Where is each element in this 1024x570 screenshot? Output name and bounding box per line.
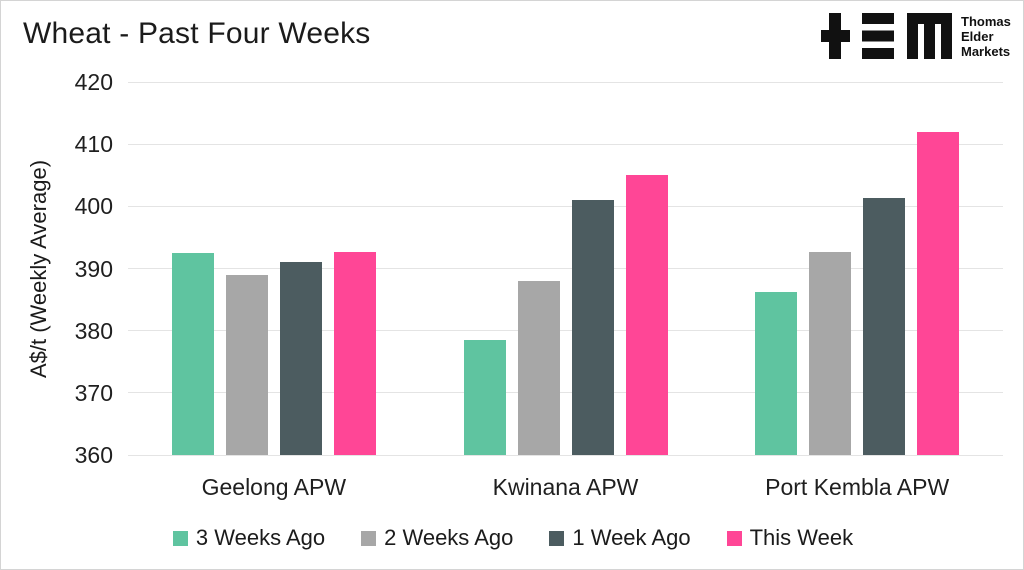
gridline bbox=[128, 205, 1003, 207]
legend-swatch bbox=[726, 530, 742, 546]
thomas-elder-markets-logo: Thomas Elder Markets bbox=[821, 13, 1011, 59]
bar bbox=[755, 291, 798, 455]
y-tick-label: 360 bbox=[74, 442, 113, 468]
gridline bbox=[128, 81, 1003, 83]
y-tick-label: 410 bbox=[74, 131, 113, 158]
bar bbox=[463, 340, 506, 455]
bar bbox=[333, 251, 376, 455]
legend-label: 2 Weeks Ago bbox=[384, 525, 514, 550]
legend-swatch bbox=[549, 530, 565, 546]
gridline bbox=[128, 454, 1003, 456]
x-category-label: Geelong APW bbox=[201, 474, 347, 500]
bar bbox=[571, 200, 614, 455]
legend-item: 2 Weeks Ago bbox=[361, 525, 513, 551]
plot-area bbox=[128, 81, 1003, 456]
y-tick-label: 420 bbox=[74, 69, 113, 95]
bar bbox=[863, 198, 906, 455]
y-tick-label: 400 bbox=[74, 193, 113, 220]
bar bbox=[171, 252, 214, 455]
x-category-label: Port Kembla APW bbox=[765, 474, 950, 500]
gridline bbox=[128, 392, 1003, 394]
logo-wordmark: Thomas Elder Markets bbox=[961, 14, 1011, 59]
gridline bbox=[128, 143, 1003, 145]
gridline bbox=[128, 268, 1003, 269]
legend-label: 1 Week Ago bbox=[572, 525, 691, 550]
tem-monogram-icon bbox=[821, 13, 952, 59]
legend-label: This Week bbox=[749, 525, 854, 550]
legend-item: 1 Week Ago bbox=[549, 525, 691, 551]
bar bbox=[625, 175, 668, 455]
x-category-label: Kwinana APW bbox=[492, 474, 639, 500]
bar bbox=[917, 131, 960, 455]
legend-item: 3 Weeks Ago bbox=[172, 525, 326, 551]
legend: 3 Weeks Ago 2 Weeks Ago 1 Week Ago This Wee… bbox=[1, 525, 1023, 551]
y-tick-label: 390 bbox=[74, 255, 113, 282]
logo-text-line-1: Thomas bbox=[961, 13, 1011, 29]
bar bbox=[279, 261, 322, 455]
chart-title: Wheat - Past Four Weeks bbox=[23, 17, 371, 50]
bar bbox=[225, 275, 268, 455]
legend-item: This Week bbox=[726, 525, 854, 551]
logo-text-line-2: Elder bbox=[961, 28, 994, 44]
y-tick-label: 380 bbox=[74, 317, 113, 344]
bar bbox=[809, 251, 852, 455]
bar bbox=[517, 280, 560, 455]
legend-swatch bbox=[172, 530, 188, 546]
legend-swatch bbox=[361, 530, 377, 546]
logo-text-line-3: Markets bbox=[961, 43, 1011, 59]
gridline bbox=[128, 330, 1003, 332]
y-tick-label: 370 bbox=[74, 379, 113, 406]
legend-label: 3 Weeks Ago bbox=[195, 525, 326, 550]
